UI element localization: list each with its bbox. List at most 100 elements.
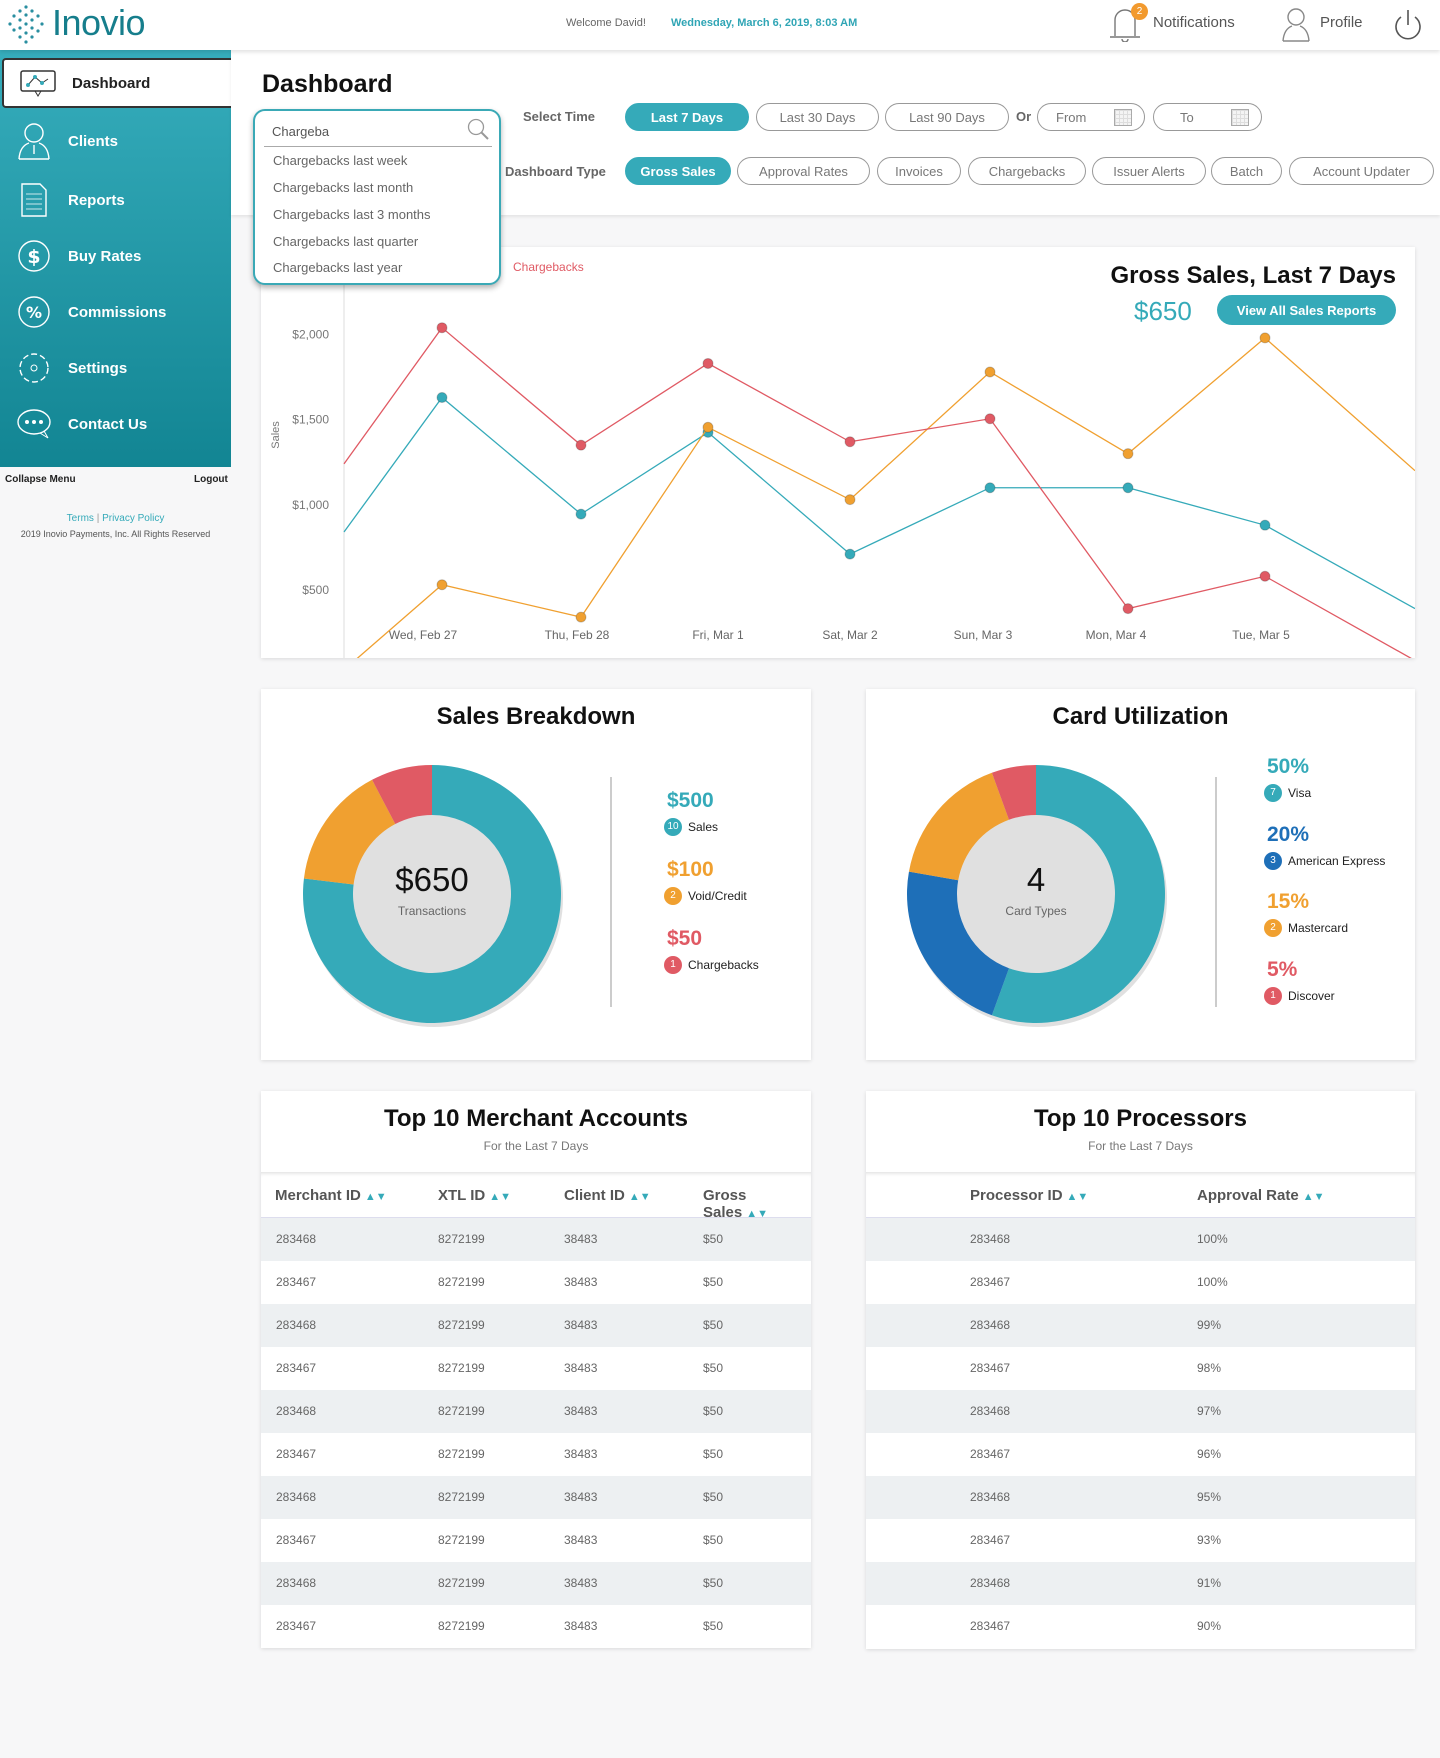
type-approval-rates-button[interactable]: Approval Rates <box>737 157 870 185</box>
sort-icon[interactable]: ▲▼ <box>746 1208 768 1220</box>
donut-slice-sales[interactable] <box>303 765 561 1023</box>
privacy-policy-link[interactable]: Privacy Policy <box>102 513 165 524</box>
table-row[interactable]: 283467 8272199 38483 $50 <box>261 1433 811 1476</box>
column-header-processor-id[interactable]: Processor ID ▲▼ <box>970 1187 1089 1204</box>
data-point[interactable] <box>436 322 448 334</box>
table-cell: 99% <box>1197 1318 1222 1332</box>
table-row[interactable]: 283468 8272199 38483 $50 <box>261 1304 811 1347</box>
data-point[interactable] <box>844 494 856 506</box>
donut-slice-chargebacks[interactable] <box>372 765 432 825</box>
table-row[interactable]: 283468 8272199 38483 $50 <box>261 1218 811 1261</box>
column-header-approval-rate[interactable]: Approval Rate ▲▼ <box>1197 1187 1325 1204</box>
table-row[interactable]: 283467 93% <box>866 1519 1415 1562</box>
time-last-30-days-button[interactable]: Last 30 Days <box>756 103 879 131</box>
table-row[interactable]: 283467 8272199 38483 $50 <box>261 1519 811 1562</box>
table-row[interactable]: 283468 97% <box>866 1390 1415 1433</box>
donut-slice-discover[interactable] <box>991 765 1036 820</box>
time-last-7-days-button[interactable]: Last 7 Days <box>625 103 749 131</box>
type-chargebacks-button[interactable]: Chargebacks <box>968 157 1086 185</box>
table-row[interactable]: 283467 96% <box>866 1433 1415 1476</box>
table-row[interactable]: 283468 99% <box>866 1304 1415 1347</box>
search-suggestion[interactable]: Chargebacks last week <box>273 153 408 168</box>
table-row[interactable]: 283467 98% <box>866 1347 1415 1390</box>
table-row[interactable]: 283468 8272199 38483 $50 <box>261 1562 811 1605</box>
data-point[interactable] <box>436 391 448 403</box>
data-point[interactable] <box>1122 448 1134 460</box>
table-row[interactable]: 283467 90% <box>866 1605 1415 1648</box>
search-suggestion[interactable]: Chargebacks last month <box>273 180 414 195</box>
data-point[interactable] <box>1259 332 1271 344</box>
table-row[interactable]: 283468 8272199 38483 $50 <box>261 1390 811 1433</box>
calendar-icon[interactable] <box>1114 109 1132 126</box>
data-point[interactable] <box>844 436 856 448</box>
sort-icon[interactable]: ▲▼ <box>628 1191 651 1203</box>
table-row[interactable]: 283468 95% <box>866 1476 1415 1519</box>
data-point[interactable] <box>984 413 996 425</box>
terms-link[interactable]: Terms <box>66 513 94 524</box>
collapse-menu-link[interactable]: Collapse Menu <box>5 474 76 485</box>
search-icon[interactable] <box>466 117 490 141</box>
search-input[interactable] <box>264 117 492 147</box>
column-header-client-id[interactable]: Client ID ▲▼ <box>564 1187 651 1204</box>
search-suggestion[interactable]: Chargebacks last year <box>273 260 403 275</box>
data-point[interactable] <box>575 508 587 520</box>
data-point[interactable] <box>984 482 996 494</box>
table-row[interactable]: 283467 8272199 38483 $50 <box>261 1347 811 1390</box>
table-row[interactable]: 283467 8272199 38483 $50 <box>261 1605 811 1648</box>
type-invoices-button[interactable]: Invoices <box>877 157 961 185</box>
search-suggestion[interactable]: Chargebacks last quarter <box>273 234 419 249</box>
sort-icon[interactable]: ▲▼ <box>364 1191 387 1203</box>
donut-slice-void-credit[interactable] <box>303 779 396 885</box>
sidebar-item-clients[interactable]: Clients <box>0 116 231 166</box>
table-cell: 38483 <box>564 1275 598 1289</box>
data-point[interactable] <box>1259 570 1271 582</box>
type-batch-button[interactable]: Batch <box>1211 157 1282 185</box>
data-point[interactable] <box>984 366 996 378</box>
table-row[interactable]: 283468 91% <box>866 1562 1415 1605</box>
type-account-updater-button[interactable]: Account Updater <box>1289 157 1434 185</box>
sidebar-item-settings[interactable]: Settings <box>0 343 231 393</box>
view-all-sales-reports-button[interactable]: View All Sales Reports <box>1217 295 1396 325</box>
data-point[interactable] <box>702 421 714 433</box>
calendar-icon[interactable] <box>1231 109 1249 126</box>
sidebar-item-buy-rates[interactable]: $ Buy Rates <box>0 231 231 281</box>
to-date-input[interactable]: To <box>1153 103 1262 131</box>
power-icon[interactable] <box>1392 8 1424 42</box>
data-point[interactable] <box>702 357 714 369</box>
time-last-90-days-button[interactable]: Last 90 Days <box>885 103 1009 131</box>
data-point[interactable] <box>575 439 587 451</box>
data-point[interactable] <box>1122 603 1134 615</box>
table-row[interactable]: 283468 8272199 38483 $50 <box>261 1476 811 1519</box>
column-header-merchant-id[interactable]: Merchant ID ▲▼ <box>275 1187 387 1204</box>
data-point[interactable] <box>1259 519 1271 531</box>
sort-icon[interactable]: ▲▼ <box>1302 1191 1325 1203</box>
profile-icon[interactable] <box>1280 5 1312 43</box>
donut-slice-mastercard[interactable] <box>908 772 1009 881</box>
logout-link[interactable]: Logout <box>194 474 228 485</box>
data-point[interactable] <box>436 579 448 591</box>
table-row[interactable]: 283467 8272199 38483 $50 <box>261 1261 811 1304</box>
type-gross-sales-button[interactable]: Gross Sales <box>625 157 731 185</box>
column-header-gross-sales[interactable]: Gross Sales ▲▼ <box>703 1187 768 1221</box>
sidebar-item-reports[interactable]: Reports <box>0 175 231 225</box>
from-date-input[interactable]: From <box>1037 103 1145 131</box>
sort-icon[interactable]: ▲▼ <box>1066 1191 1089 1203</box>
profile-link[interactable]: Profile <box>1320 14 1363 31</box>
data-point[interactable] <box>575 611 587 623</box>
table-row[interactable]: 283467 100% <box>866 1261 1415 1304</box>
notifications-link[interactable]: Notifications <box>1153 14 1235 31</box>
logo-text[interactable]: Inovio <box>52 2 146 43</box>
search-suggestion[interactable]: Chargebacks last 3 months <box>273 207 431 222</box>
sort-icon[interactable]: ▲▼ <box>489 1191 512 1203</box>
table-row[interactable]: 283468 100% <box>866 1218 1415 1261</box>
legend-chargebacks[interactable]: Chargebacks <box>513 260 584 274</box>
column-header-xtl-id[interactable]: XTL ID ▲▼ <box>438 1187 512 1204</box>
sidebar-item-dashboard[interactable]: Dashboard <box>2 58 231 108</box>
donut-slice-american-express[interactable] <box>907 871 1009 1016</box>
donut-slice-visa[interactable] <box>991 765 1165 1023</box>
sidebar-item-contact-us[interactable]: Contact Us <box>0 399 231 449</box>
type-issuer-alerts-button[interactable]: Issuer Alerts <box>1092 157 1206 185</box>
data-point[interactable] <box>844 548 856 560</box>
sidebar-item-commissions[interactable]: % Commissions <box>0 287 231 337</box>
data-point[interactable] <box>1122 482 1134 494</box>
